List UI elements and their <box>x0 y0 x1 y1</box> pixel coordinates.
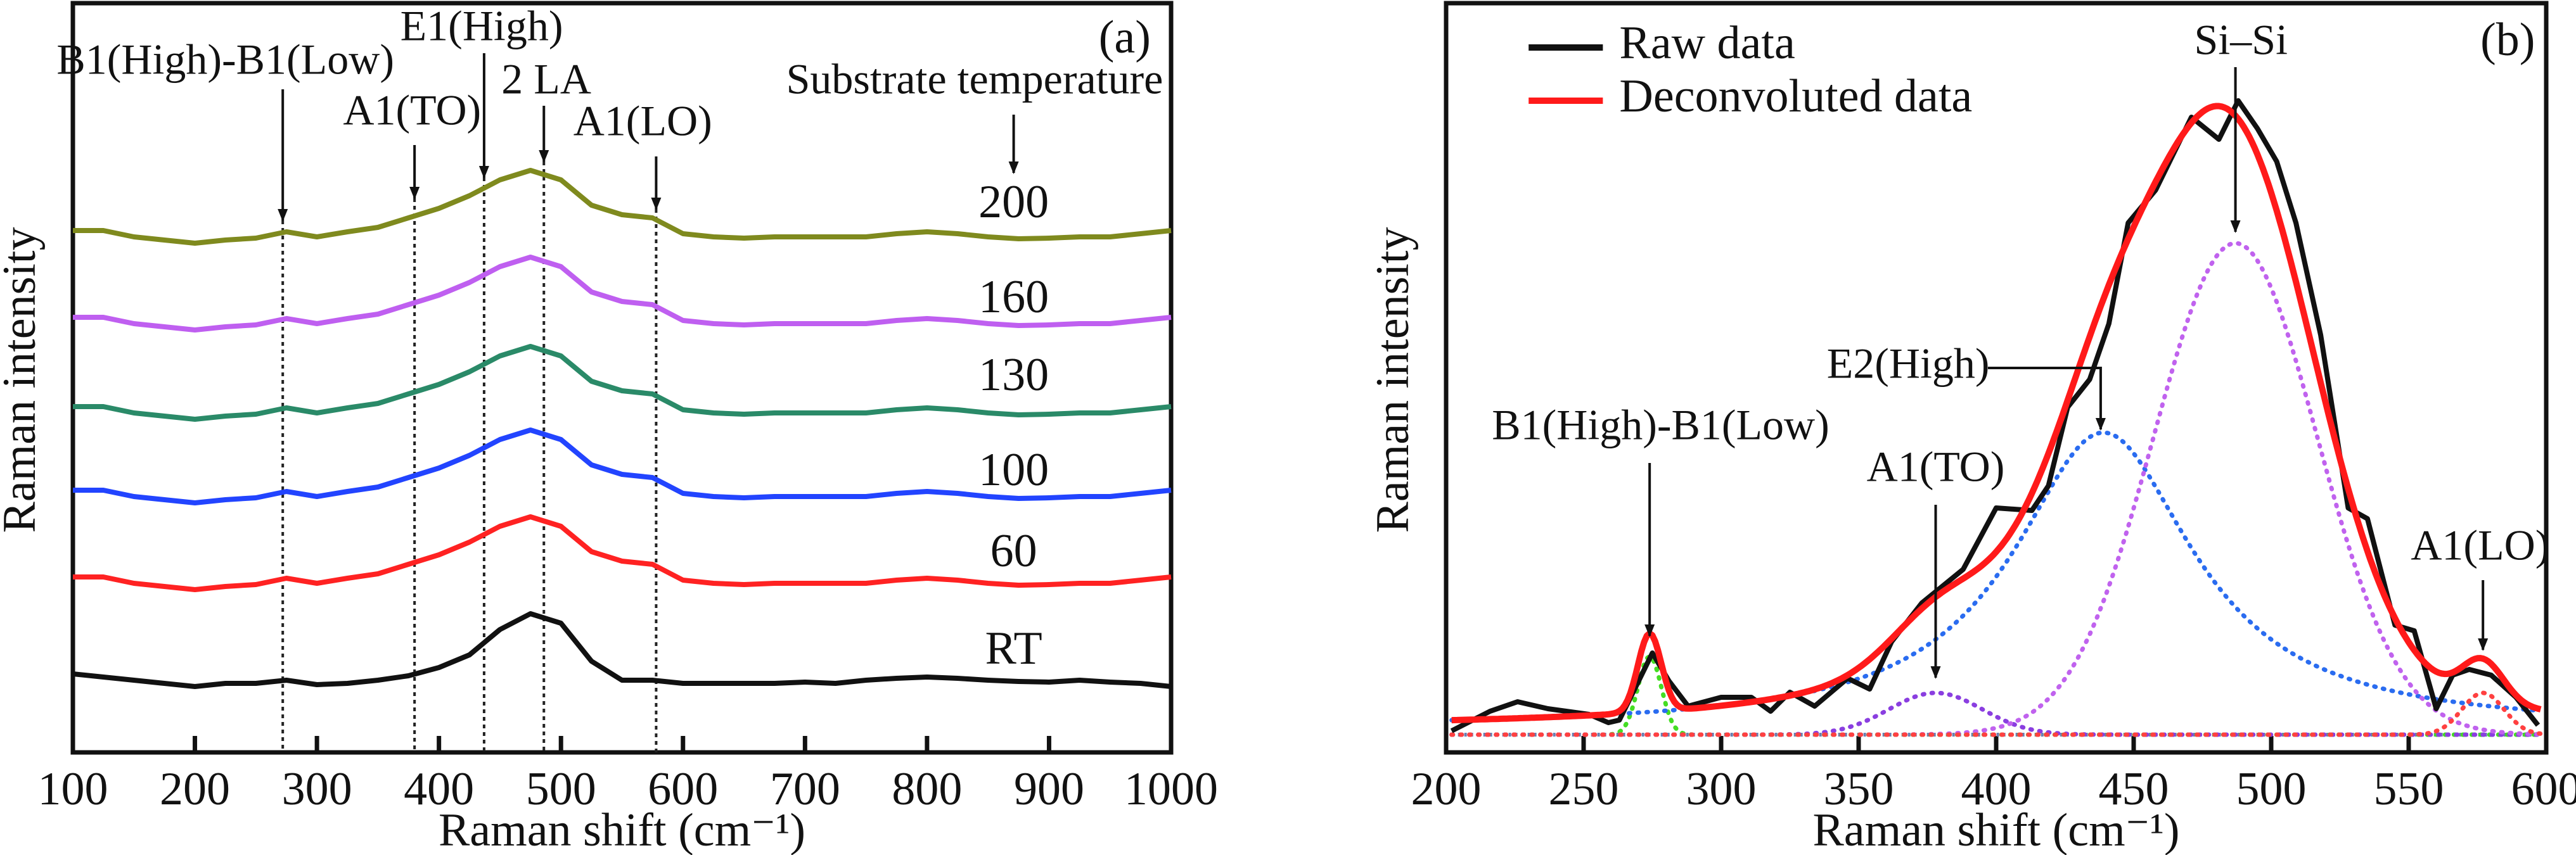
plot-frame <box>70 1 1174 755</box>
raw-data-line <box>1450 98 2541 733</box>
panel-label: (b) <box>2480 14 2535 66</box>
annotation-label: B1(High)-B1(Low) <box>56 35 394 84</box>
annotation-arrow <box>1987 367 2106 431</box>
series-line-60 <box>73 514 1172 592</box>
x-tick-label: 500 <box>526 763 596 815</box>
series-line-200 <box>73 168 1172 246</box>
series-label: RT <box>985 623 1042 674</box>
x-tick-label: 400 <box>404 763 474 815</box>
panel-a-chart: 100 200 300 400 500 600 700 800 900 1000 Raman shi… <box>0 1 1218 855</box>
x-axis-label: Raman shift (cm⁻¹) <box>1812 804 2179 855</box>
series-line-160 <box>73 255 1172 332</box>
annotation-label: Si–Si <box>2195 16 2288 64</box>
series-line-130 <box>73 344 1172 422</box>
x-tick-label: 100 <box>38 763 108 815</box>
legend-label: Deconvoluted data <box>1619 70 1972 122</box>
x-tick-label: 1000 <box>1124 763 1218 815</box>
component-peak <box>1449 690 2543 737</box>
x-tick-label: 200 <box>160 763 230 815</box>
x-tick-label: 450 <box>2099 763 2169 815</box>
x-tick-label: 900 <box>1014 763 1084 815</box>
series-line-100 <box>73 428 1172 505</box>
annotation-label: A1(LO) <box>574 97 712 145</box>
annotation-label: E2(High) <box>1827 339 1990 388</box>
annotation-label: B1(High)-B1(Low) <box>1492 401 1829 449</box>
x-tick-label: 350 <box>1824 763 1894 815</box>
x-tick-label: 550 <box>2374 763 2444 815</box>
annotation-label: A1(TO) <box>1867 443 2005 491</box>
x-tick-label: 600 <box>2511 763 2576 815</box>
x-tick-label: 600 <box>648 763 718 815</box>
y-axis-label: Raman intensity <box>0 227 46 533</box>
series-label: 200 <box>978 176 1049 228</box>
annotation-label: Substrate temperature <box>786 55 1163 103</box>
panel-b-chart: 200 250 300 350 400 450 500 550 600 Raman shift (… <box>1367 1 2576 855</box>
deconvoluted-data-line <box>1451 103 2542 724</box>
x-tick-label: 500 <box>2236 763 2307 815</box>
x-tick-label: 800 <box>892 763 962 815</box>
annotation-label: A1(LO) <box>2411 521 2549 569</box>
annotation-label: 2 LA <box>501 55 591 103</box>
annotation-label: A1(TO) <box>343 86 481 134</box>
series-label: 130 <box>978 349 1049 401</box>
y-axis-label: Raman intensity <box>1367 227 1419 533</box>
series-label: 160 <box>978 271 1049 323</box>
x-tick-label: 700 <box>770 763 840 815</box>
x-axis-label: Raman shift (cm⁻¹) <box>439 804 805 855</box>
plot-frame <box>1444 1 2549 755</box>
series-label: 60 <box>990 525 1037 577</box>
x-tick-label: 400 <box>1961 763 2032 815</box>
x-tick-label: 250 <box>1549 763 1619 815</box>
x-tick-label: 300 <box>282 763 352 815</box>
annotation-label: E1(High) <box>400 2 563 50</box>
component-peak <box>1449 430 2543 723</box>
series-label: 100 <box>978 444 1049 496</box>
x-tick-label: 200 <box>1411 763 1482 815</box>
x-tick-label: 300 <box>1686 763 1757 815</box>
legend-label: Raw data <box>1619 17 1795 69</box>
series-line-RT <box>72 611 1172 689</box>
panel-label: (a) <box>1099 11 1151 63</box>
